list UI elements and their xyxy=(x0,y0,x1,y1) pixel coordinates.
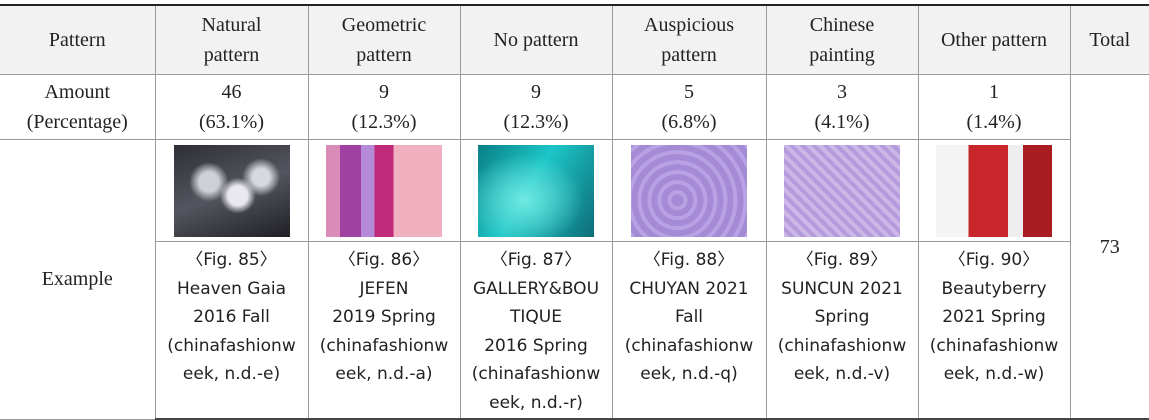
header-text: pattern xyxy=(613,40,766,70)
caption-text: Fall xyxy=(613,303,766,332)
amount-cell: 3(4.1%) xyxy=(766,75,918,140)
header-text: Chinese xyxy=(767,10,918,40)
caption-text: eek, n.d.-w) xyxy=(919,360,1070,389)
caption-text: 〈Fig. 88〉 xyxy=(613,246,766,275)
caption-text: Spring xyxy=(767,303,918,332)
caption-text: Heaven Gaia xyxy=(156,275,308,304)
image-row: Example xyxy=(0,140,1149,242)
caption-text: (chinafashionw xyxy=(613,332,766,361)
caption-text: (chinafashionw xyxy=(461,360,612,389)
example-image xyxy=(936,145,1052,237)
amount-cell: 9(12.3%) xyxy=(460,75,612,140)
example-image xyxy=(631,145,747,237)
header-text: Pattern xyxy=(0,25,155,55)
caption-text: TIQUE xyxy=(461,303,612,332)
caption-text: SUNCUN 2021 xyxy=(767,275,918,304)
image-cell xyxy=(766,140,918,242)
caption-text: eek, n.d.-q) xyxy=(613,360,766,389)
amount-text: (12.3%) xyxy=(309,107,460,137)
example-image xyxy=(784,145,900,237)
header-cell: Other pattern xyxy=(918,5,1070,75)
header-text: Total xyxy=(1071,25,1149,55)
caption-text: 〈Fig. 89〉 xyxy=(767,246,918,275)
amount-text: 46 xyxy=(156,77,308,107)
image-cell xyxy=(155,140,308,242)
caption-text: GALLERY&BOU xyxy=(461,275,612,304)
amount-text: (1.4%) xyxy=(919,107,1070,137)
label-text: Amount xyxy=(0,77,155,107)
total-cell: 73 xyxy=(1070,75,1149,420)
caption-text: eek, n.d.-r) xyxy=(461,389,612,418)
caption-text: (chinafashionw xyxy=(919,332,1070,361)
amount-text: (12.3%) xyxy=(461,107,612,137)
example-image xyxy=(478,145,594,237)
header-cell: No pattern xyxy=(460,5,612,75)
amount-text: (6.8%) xyxy=(613,107,766,137)
caption-text: 〈Fig. 86〉 xyxy=(309,246,460,275)
header-text: No pattern xyxy=(461,25,612,55)
caption-text: (chinafashionw xyxy=(767,332,918,361)
amount-cell: 46(63.1%) xyxy=(155,75,308,140)
amount-text: 3 xyxy=(767,77,918,107)
image-cell xyxy=(460,140,612,242)
caption-text: 2019 Spring xyxy=(309,303,460,332)
amount-text: 5 xyxy=(613,77,766,107)
image-cell xyxy=(308,140,460,242)
caption-text: eek, n.d.-e) xyxy=(156,360,308,389)
example-image xyxy=(326,145,442,237)
header-text: Natural xyxy=(156,10,308,40)
header-text: pattern xyxy=(309,40,460,70)
header-text: pattern xyxy=(156,40,308,70)
caption-text: (chinafashionw xyxy=(309,332,460,361)
label-text: (Percentage) xyxy=(0,107,155,137)
amount-cell: 1(1.4%) xyxy=(918,75,1070,140)
caption-text: eek, n.d.-v) xyxy=(767,360,918,389)
image-cell xyxy=(918,140,1070,242)
caption-text: 〈Fig. 85〉 xyxy=(156,246,308,275)
caption-text: 2021 Spring xyxy=(919,303,1070,332)
header-cell: Total xyxy=(1070,5,1149,75)
caption-text: eek, n.d.-a) xyxy=(309,360,460,389)
row-label: Amount(Percentage) xyxy=(0,75,155,140)
caption-text: 2016 Spring xyxy=(461,332,612,361)
amount-cell: 9(12.3%) xyxy=(308,75,460,140)
amount-row: Amount(Percentage)46(63.1%)9(12.3%)9(12.… xyxy=(0,75,1149,140)
header-text: painting xyxy=(767,40,918,70)
caption-text: 〈Fig. 87〉 xyxy=(461,246,612,275)
amount-text: (4.1%) xyxy=(767,107,918,137)
caption-text: 〈Fig. 90〉 xyxy=(919,246,1070,275)
header-cell: Pattern xyxy=(0,5,155,75)
amount-text: 9 xyxy=(309,77,460,107)
caption-text: JEFEN xyxy=(309,275,460,304)
row-label: Example xyxy=(0,140,155,420)
amount-text: (63.1%) xyxy=(156,107,308,137)
caption-text: CHUYAN 2021 xyxy=(613,275,766,304)
amount-text: 9 xyxy=(461,77,612,107)
header-text: Other pattern xyxy=(919,25,1070,55)
header-text: Geometric xyxy=(309,10,460,40)
example-image xyxy=(174,145,290,237)
header-text: Auspicious xyxy=(613,10,766,40)
amount-text: 1 xyxy=(919,77,1070,107)
caption-text: (chinafashionw xyxy=(156,332,308,361)
caption-text: 2016 Fall xyxy=(156,303,308,332)
caption-text: Beautyberry xyxy=(919,275,1070,304)
amount-cell: 5(6.8%) xyxy=(612,75,766,140)
image-cell xyxy=(612,140,766,242)
